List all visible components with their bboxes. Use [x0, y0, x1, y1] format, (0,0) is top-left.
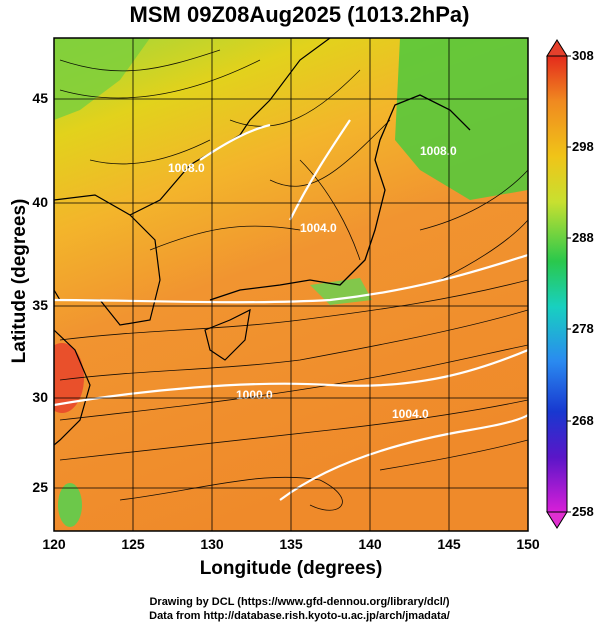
credit-drawing: Drawing by DCL (https://www.gfd-dennou.o… — [149, 596, 450, 608]
x-tick-label: 140 — [358, 536, 382, 552]
isobar-label: 1008.0 — [168, 161, 205, 175]
x-tick-label: 145 — [437, 536, 461, 552]
x-tick-label: 135 — [279, 536, 303, 552]
x-tick-label: 125 — [121, 536, 145, 552]
y-tick-label: 30 — [32, 389, 48, 405]
isobar-label: 1004.0 — [300, 221, 337, 235]
lat-lon-grid — [54, 38, 528, 531]
x-tick-label: 130 — [200, 536, 224, 552]
plot-frame — [53, 37, 529, 532]
x-tick-label: 150 — [516, 536, 540, 552]
colorbar-tick-label: 288 — [572, 230, 594, 245]
colorbar-tick-label: 268 — [572, 413, 594, 428]
map-title: MSM 09Z08Aug2025 (1013.2hPa) — [129, 2, 470, 27]
x-axis-label: Longitude (degrees) — [199, 558, 383, 579]
isobar-label: 1000.0 — [236, 388, 273, 402]
colorbar-tick-label: 278 — [572, 321, 594, 336]
isobar-label: 1004.0 — [392, 407, 429, 421]
x-tick-label: 120 — [42, 536, 66, 552]
colorbar-tick-label: 258 — [572, 504, 594, 519]
colorbar-tick-label: 308 — [572, 48, 594, 63]
credit-data-source: Data from http://database.rish.kyoto-u.a… — [149, 610, 450, 622]
y-tick-label: 40 — [32, 194, 48, 210]
colorbar — [546, 39, 571, 529]
y-tick-label: 35 — [32, 297, 48, 313]
y-axis-label: Latitude (degrees) — [9, 198, 30, 364]
y-tick-label: 45 — [32, 90, 48, 106]
y-tick-label: 25 — [32, 479, 48, 495]
isobar-label: 1008.0 — [420, 144, 457, 158]
colorbar-tick-label: 298 — [572, 139, 594, 154]
